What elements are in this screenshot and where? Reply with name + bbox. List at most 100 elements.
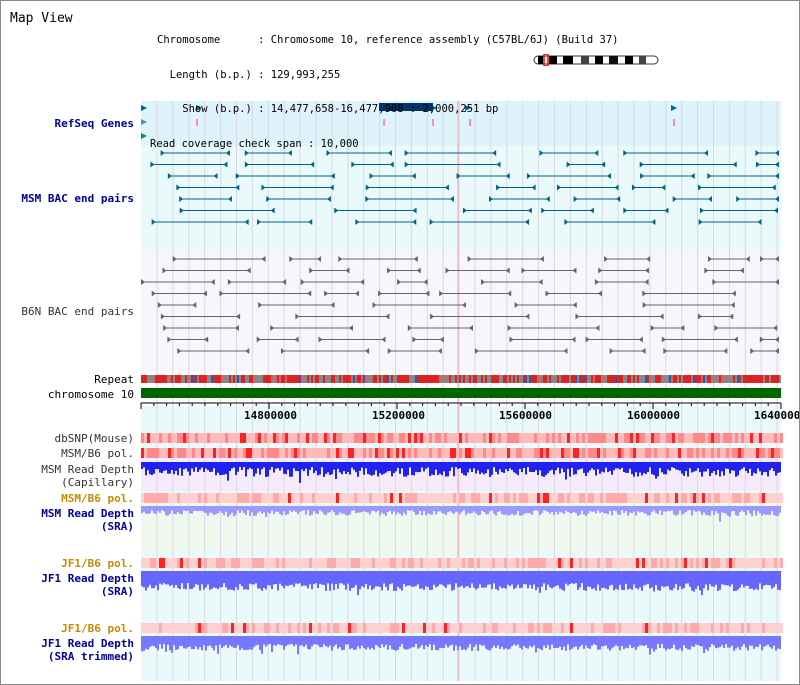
polymorphism-cell — [585, 623, 588, 633]
refseq-genes-label[interactable]: RefSeq Genes — [54, 117, 134, 130]
read-depth-bar — [505, 462, 507, 470]
repeat-segment — [483, 375, 485, 383]
chromosome-ideogram[interactable] — [531, 54, 661, 66]
repeat-segment — [441, 375, 443, 383]
msm-b6-pol-label[interactable]: MSM/B6 pol. — [61, 447, 134, 460]
repeat-segment — [695, 375, 697, 383]
read-depth-bar — [745, 462, 747, 471]
repeat-segment — [777, 375, 779, 383]
polymorphism-cell — [558, 558, 561, 568]
read-depth-bar — [457, 462, 459, 469]
polymorphism-cell — [225, 448, 228, 458]
read-depth-bar — [753, 462, 755, 473]
read-depth-bar — [583, 506, 585, 515]
read-depth-bar — [439, 462, 441, 474]
polymorphism-cell — [438, 558, 441, 568]
polymorphism-cell — [600, 448, 603, 458]
read-depth-bar — [759, 636, 761, 645]
read-depth-bar — [647, 636, 649, 648]
jf1-b6-pol-label[interactable]: JF1/B6 pol. — [61, 557, 134, 570]
polymorphism-cell — [261, 623, 264, 633]
read-depth-bar — [669, 506, 671, 512]
read-depth-bar — [185, 506, 187, 512]
repeat-segment — [665, 375, 667, 383]
read-depth-bar — [689, 506, 691, 511]
read-depth-bar — [569, 571, 571, 584]
repeat-segment — [503, 375, 505, 383]
repeat-segment — [629, 375, 631, 383]
read-depth-bar — [521, 506, 523, 516]
polymorphism-cell — [666, 493, 669, 503]
repeat-segment — [519, 375, 521, 383]
msm-bac-pair-end — [531, 184, 536, 191]
read-depth-bar — [425, 506, 427, 516]
msm-read-depth-sra-label[interactable]: MSM Read Depth — [41, 507, 134, 520]
repeat-segment — [685, 375, 687, 383]
polymorphism-cell — [282, 623, 285, 633]
polymorphism-cell — [297, 623, 300, 633]
polymorphism-cell — [171, 623, 174, 633]
msm-b6-pol-sra-label[interactable]: MSM/B6 pol. — [61, 492, 134, 505]
polymorphism-cell — [453, 448, 456, 458]
polymorphism-cell — [264, 558, 267, 568]
read-depth-bar — [419, 571, 421, 589]
repeat-segment — [325, 375, 327, 383]
polymorphism-cell — [735, 558, 738, 568]
polymorphism-cell — [141, 623, 144, 633]
ideogram-viewport-marker[interactable] — [543, 54, 549, 66]
polymorphism-cell — [273, 558, 276, 568]
repeat-segment — [305, 375, 307, 383]
gene-marker — [465, 105, 471, 111]
polymorphism-cell — [465, 558, 468, 568]
polymorphism-cell — [648, 433, 651, 443]
polymorphism-cell — [324, 448, 327, 458]
msm-read-depth-cap-label[interactable]: MSM Read Depth — [41, 463, 134, 476]
msm-bac-pair-end — [411, 173, 416, 179]
polymorphism-cell — [213, 558, 216, 568]
polymorphism-cell — [264, 493, 267, 503]
polymorphism-cell — [393, 493, 396, 503]
read-depth-bar — [219, 462, 221, 476]
read-depth-bar — [557, 506, 559, 515]
read-depth-bar — [307, 571, 309, 589]
read-depth-bar — [189, 506, 191, 514]
read-depth-bar — [441, 506, 443, 513]
b6n-bac-label[interactable]: B6N BAC end pairs — [21, 305, 134, 318]
polymorphism-cell — [678, 623, 681, 633]
read-depth-bar — [207, 636, 209, 647]
repeat-segment — [577, 375, 579, 383]
polymorphism-cell — [273, 433, 276, 443]
repeat-segment — [329, 375, 331, 383]
repeat-segment — [265, 375, 267, 383]
repeat-segment — [195, 375, 197, 383]
polymorphism-cell — [300, 623, 303, 633]
jf1-b6-pol-2-label[interactable]: JF1/B6 pol. — [61, 622, 134, 635]
polymorphism-cell — [417, 558, 420, 568]
read-depth-bar — [583, 571, 585, 591]
read-depth-bar — [231, 636, 233, 647]
repeat-segment — [307, 375, 309, 383]
gene-exon — [469, 119, 471, 126]
polymorphism-cell — [204, 558, 207, 568]
read-depth-bar — [253, 636, 255, 648]
read-depth-bar — [203, 506, 205, 513]
polymorphism-cell — [612, 558, 615, 568]
polymorphism-cell — [159, 448, 162, 458]
read-depth-bar — [403, 506, 405, 513]
dbsnp-label[interactable]: dbSNP(Mouse) — [54, 432, 134, 445]
read-depth-bar — [733, 571, 735, 591]
polymorphism-cell — [279, 448, 282, 458]
read-depth-bar — [623, 462, 625, 472]
repeat-segment — [523, 375, 525, 383]
jf1-read-depth-sra-label[interactable]: JF1 Read Depth — [41, 572, 134, 585]
polymorphism-cell — [732, 433, 735, 443]
msm-bac-pair-end — [334, 207, 339, 214]
polymorphism-cell — [747, 493, 750, 503]
read-depth-bar — [301, 462, 303, 470]
read-depth-bar — [257, 571, 259, 589]
msm-bac-label[interactable]: MSM BAC end pairs — [21, 192, 134, 205]
read-depth-bar — [287, 636, 289, 645]
read-depth-bar — [481, 462, 483, 473]
jf1-read-depth-trim-label[interactable]: JF1 Read Depth — [41, 637, 134, 650]
